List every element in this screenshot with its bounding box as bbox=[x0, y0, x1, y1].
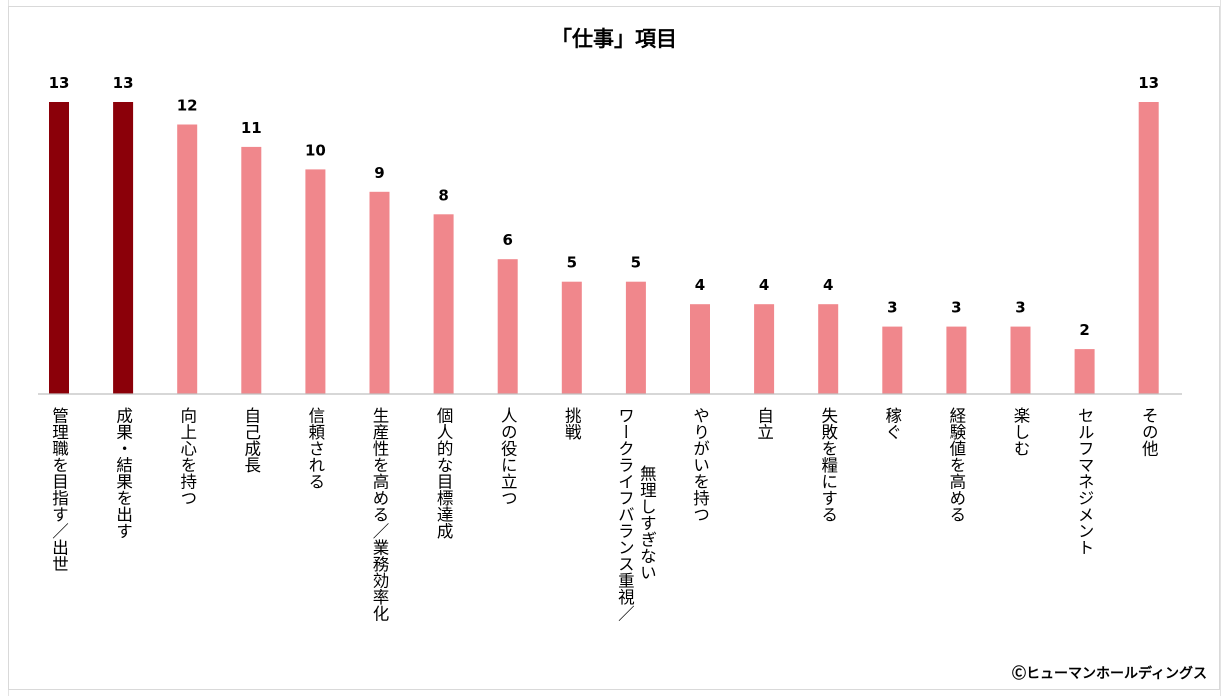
bar-13[interactable] bbox=[818, 304, 839, 394]
category-label-9: 挑戦 bbox=[562, 407, 581, 441]
value-label-12: 4 bbox=[759, 276, 769, 294]
bar-11[interactable] bbox=[690, 304, 710, 394]
bar-15[interactable] bbox=[946, 326, 967, 394]
category-label-7: 個人的な目標達成 bbox=[434, 407, 453, 540]
category-label-16: 楽しむ bbox=[1011, 407, 1030, 457]
value-label-7: 8 bbox=[438, 186, 448, 204]
bar-12[interactable] bbox=[754, 304, 775, 394]
category-label-14: 稼ぐ bbox=[883, 407, 902, 440]
category-label-2: 成果・結果を出す bbox=[114, 407, 133, 540]
bar-17[interactable] bbox=[1074, 349, 1095, 394]
bars-group bbox=[49, 102, 1159, 394]
value-label-17: 2 bbox=[1079, 321, 1089, 339]
value-label-14: 3 bbox=[887, 299, 897, 317]
bar-6[interactable] bbox=[369, 191, 390, 394]
category-label-3: 向上心を持つ bbox=[178, 407, 197, 506]
category-label-13: 失敗を糧にする bbox=[819, 407, 838, 523]
value-label-10: 5 bbox=[631, 254, 641, 272]
bar-9[interactable] bbox=[561, 281, 582, 394]
bar-10[interactable] bbox=[625, 281, 646, 394]
value-label-2: 13 bbox=[113, 74, 134, 92]
value-label-5: 10 bbox=[305, 141, 326, 159]
bar-1[interactable] bbox=[49, 102, 69, 394]
category-label-8: 人の役に立つ bbox=[498, 407, 517, 506]
value-label-9: 5 bbox=[567, 254, 577, 272]
value-label-3: 12 bbox=[177, 97, 198, 115]
category-label-17: セルフマネジメント bbox=[1075, 407, 1094, 556]
category-label-10-line-2: 無理しすぎない bbox=[637, 465, 656, 581]
bar-14[interactable] bbox=[882, 326, 903, 394]
value-label-4: 11 bbox=[241, 119, 262, 137]
bar-16[interactable] bbox=[1010, 326, 1031, 394]
value-label-6: 9 bbox=[374, 164, 384, 182]
bar-3[interactable] bbox=[177, 124, 198, 395]
category-label-6: 生産性を高める／業務効率化 bbox=[370, 407, 389, 622]
category-label-5: 信頼される bbox=[306, 407, 325, 490]
category-label-10-line-1: ワークライフバランス重視／ bbox=[615, 407, 634, 622]
category-label-1: 管理職を目指す／出世 bbox=[50, 407, 69, 572]
bar-8[interactable] bbox=[497, 259, 518, 394]
bar-7[interactable] bbox=[433, 214, 454, 394]
value-label-11: 4 bbox=[695, 276, 705, 294]
chart-title: 「仕事」項目 bbox=[551, 27, 677, 51]
value-label-18: 13 bbox=[1138, 74, 1159, 92]
category-labels-group: 管理職を目指す／出世 成果・結果を出す 向上心を持つ 自己成長 信頼される 生産性を高める… bbox=[50, 407, 1159, 622]
category-label-12: 自立 bbox=[755, 407, 774, 440]
category-label-11: やりがいを持つ bbox=[691, 407, 710, 523]
category-label-4: 自己成長 bbox=[242, 407, 261, 474]
bar-4[interactable] bbox=[241, 146, 262, 394]
value-label-1: 13 bbox=[49, 74, 70, 92]
value-label-15: 3 bbox=[951, 299, 961, 317]
value-label-8: 6 bbox=[502, 231, 512, 249]
bar-18[interactable] bbox=[1138, 102, 1159, 394]
copyright-credit: Ⓒヒューマンホールディングス bbox=[1011, 666, 1207, 682]
value-label-13: 4 bbox=[823, 276, 833, 294]
category-label-15: 経験値を高める bbox=[947, 407, 966, 523]
value-label-16: 3 bbox=[1015, 299, 1025, 317]
sheet-edge-right bbox=[1220, 0, 1229, 696]
bar-5[interactable] bbox=[305, 169, 326, 394]
category-label-18: その他 bbox=[1139, 407, 1158, 457]
bar-2[interactable] bbox=[113, 102, 134, 394]
value-labels-group: 13 13 12 11 10 9 8 6 5 5 4 4 4 3 3 3 2 13 bbox=[49, 74, 1160, 339]
